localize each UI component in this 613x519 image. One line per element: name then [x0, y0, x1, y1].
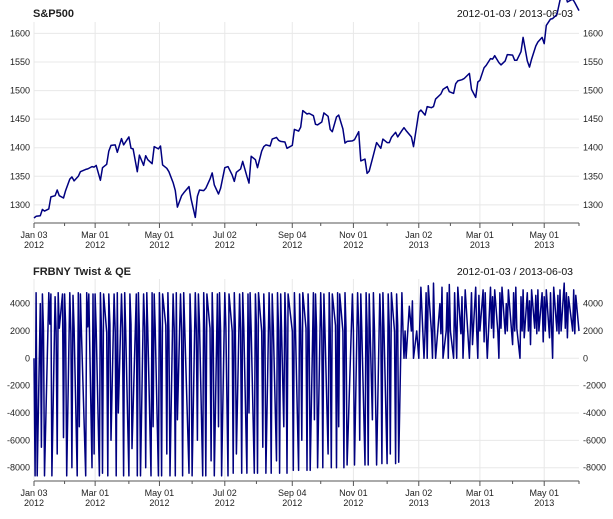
frbny-xtick-label: Sep 04	[278, 488, 307, 498]
sp500-ytick-left: 1600	[10, 28, 30, 38]
sp500-ytick-right: 1550	[583, 57, 603, 67]
sp500-xtick-year: 2012	[282, 240, 302, 250]
frbny-y-axis-right: -8000 -6000 -4000 -2000 0 2000 4000	[583, 299, 606, 473]
frbny-xtick-label: Jan 02	[405, 488, 432, 498]
sp500-xtick-label: Sep 04	[278, 230, 307, 240]
sp500-y-axis-left: 1300 1350 1400 1450 1500 1550 1600	[10, 28, 30, 209]
frbny-xtick-year: 2012	[282, 498, 302, 508]
frbny-ytick-right: 0	[583, 353, 588, 363]
sp500-xtick-year: 2013	[409, 240, 429, 250]
frbny-xtick-year: 2013	[534, 498, 554, 508]
sp500-xtick-year: 2013	[534, 240, 554, 250]
frbny-ytick-left: 2000	[10, 326, 30, 336]
frbny-xtick-label: Nov 01	[339, 488, 368, 498]
frbny-y-axis-left: -8000 -6000 -4000 -2000 0 2000 4000	[7, 299, 30, 473]
sp500-ytick-left: 1300	[10, 200, 30, 210]
frbny-xtick-label: May 01	[529, 488, 559, 498]
sp500-ytick-right: 1450	[583, 114, 603, 124]
sp500-xtick-year: 2013	[470, 240, 490, 250]
frbny-series	[33, 282, 580, 477]
frbny-ytick-right: 2000	[583, 326, 603, 336]
sp500-xtick-year: 2012	[85, 240, 105, 250]
frbny-ytick-right: -6000	[583, 435, 606, 445]
frbny-xtick-label: Jul 02	[213, 488, 237, 498]
sp500-ytick-left: 1500	[10, 86, 30, 96]
frbny-series-line-0	[33, 282, 580, 477]
sp500-xtick-label: Mar 01	[466, 230, 494, 240]
sp500-xtick-label: Nov 01	[339, 230, 368, 240]
sp500-y-axis-right: 1300 1350 1400 1450 1500 1550 1600	[583, 28, 603, 209]
sp500-gridlines	[33, 22, 579, 222]
frbny-date-range: 2012-01-03 / 2013-06-03	[457, 266, 573, 278]
sp500-ytick-right: 1500	[583, 86, 603, 96]
frbny-xtick-year: 2012	[24, 498, 44, 508]
sp500-ytick-left: 1450	[10, 114, 30, 124]
sp500-ytick-right: 1600	[583, 28, 603, 38]
sp500-ytick-left: 1350	[10, 171, 30, 181]
frbny-title: FRBNY Twist & QE	[33, 266, 131, 278]
sp500-xtick-label: May 01	[529, 230, 559, 240]
frbny-xtick-year: 2012	[343, 498, 363, 508]
frbny-xtick-label: May 01	[145, 488, 175, 498]
sp500-ytick-left: 1400	[10, 143, 30, 153]
frbny-xtick-year: 2012	[149, 498, 169, 508]
frbny-xtick-year: 2013	[409, 498, 429, 508]
frbny-xtick-year: 2012	[85, 498, 105, 508]
frbny-ytick-right: -2000	[583, 381, 606, 391]
frbny-ytick-left: -2000	[7, 381, 30, 391]
sp500-xtick-label: Jul 02	[213, 230, 237, 240]
sp500-title: S&P500	[33, 8, 74, 20]
frbny-ytick-left: 0	[25, 353, 30, 363]
sp500-xtick-year: 2012	[24, 240, 44, 250]
sp500-xtick-label: Jan 03	[20, 230, 47, 240]
frbny-xtick-label: Jan 03	[20, 488, 47, 498]
sp500-ytick-left: 1550	[10, 57, 30, 67]
frbny-xtick-label: Mar 01	[81, 488, 109, 498]
frbny-xtick-year: 2013	[470, 498, 490, 508]
frbny-ytick-left: -6000	[7, 435, 30, 445]
frbny-ytick-left: -8000	[7, 463, 30, 473]
sp500-xtick-year: 2012	[343, 240, 363, 250]
sp500-ytick-right: 1350	[583, 171, 603, 181]
sp500-series-line-0	[33, 0, 580, 219]
sp500-xtick-year: 2012	[149, 240, 169, 250]
sp500-date-range: 2012-01-03 / 2013-06-03	[457, 8, 573, 20]
frbny-xtick-year: 2012	[215, 498, 235, 508]
sp500-panel: S&P500 2012-01-03 / 2013-06-03 130013501…	[10, 0, 603, 250]
sp500-ytick-right: 1400	[583, 143, 603, 153]
frbny-ytick-right: -4000	[583, 408, 606, 418]
frbny-ytick-left: 4000	[10, 299, 30, 309]
sp500-xtick-label: Mar 01	[81, 230, 109, 240]
sp500-xtick-label: Jan 02	[405, 230, 432, 240]
frbny-ytick-left: -4000	[7, 408, 30, 418]
sp500-ytick-right: 1300	[583, 200, 603, 210]
frbny-xtick-label: Mar 01	[466, 488, 494, 498]
frbny-ytick-right: -8000	[583, 463, 606, 473]
sp500-series	[33, 0, 580, 219]
sp500-xtick-year: 2012	[215, 240, 235, 250]
frbny-ytick-right: 4000	[583, 299, 603, 309]
frbny-panel: FRBNY Twist & QE 2012-01-03 / 2013-06-03…	[7, 266, 606, 508]
sp500-xtick-label: May 01	[145, 230, 175, 240]
